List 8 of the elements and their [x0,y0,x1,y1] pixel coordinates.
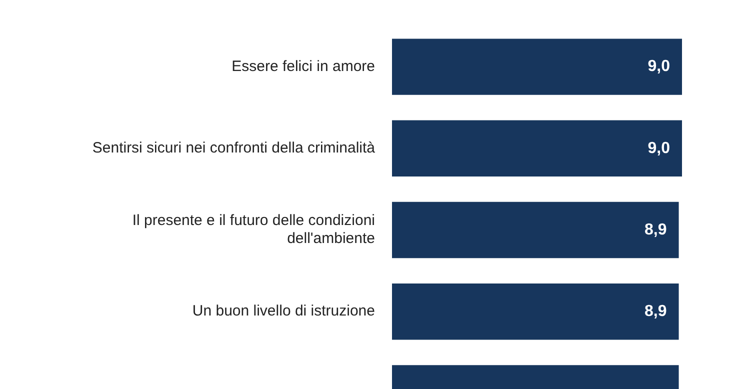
data-label: 9,0 [648,140,670,157]
y-tick-label: Il presente e il futuro delle condizioni dell'ambiente [132,212,375,248]
data-label: 8,9 [644,303,667,320]
y-tick-label: Essere felici in amore [232,58,375,75]
data-label: 8,9 [644,221,667,238]
y-tick-label: Un buon livello di istruzione [192,302,375,320]
y-tick-label: Sentirsi sicuri nei confronti della criminalità [92,140,376,157]
data-label: 9,0 [648,58,670,76]
